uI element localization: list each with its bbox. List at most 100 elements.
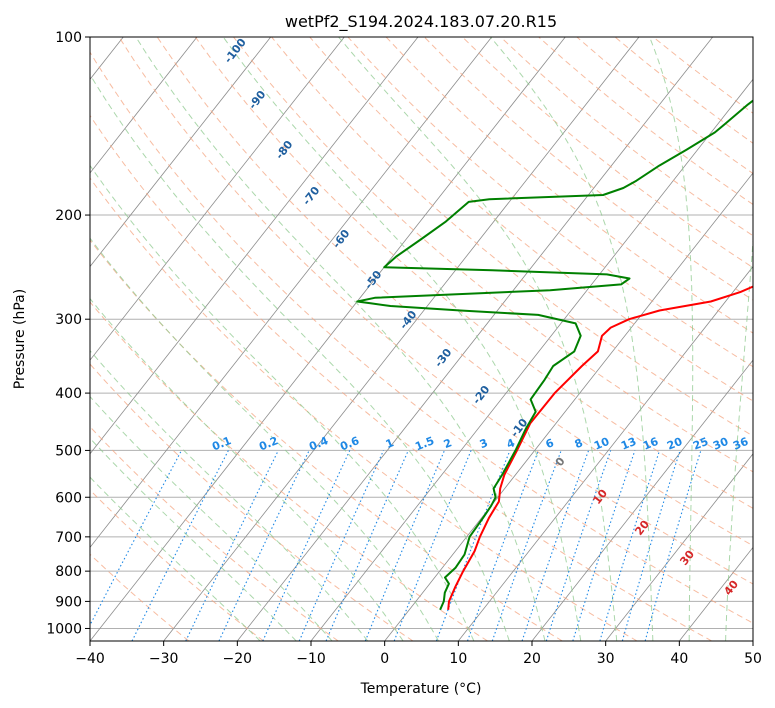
isotherm-line [90,37,198,174]
mixing-ratio-line [545,450,612,641]
dry-adiabat-line [652,37,753,114]
y-axis-label: Pressure (hPa) [12,289,28,389]
mixing-ratio-line [599,450,661,641]
x-tick-label: 30 [597,651,615,667]
dry-adiabat-line [233,37,753,473]
dry-adiabat-line [90,177,638,641]
dry-adiabat-line [462,37,753,269]
isotherm-line [752,640,753,641]
moist-adiabat-line [90,395,333,641]
mixing-ratio-label: 1 [384,436,396,451]
isotherm-line [163,37,640,641]
x-tick-label: −30 [149,651,179,667]
dewpoint-profile-line [356,99,753,611]
dry-adiabat-line [385,37,753,334]
mixing-ratio-label: 3 [478,436,490,451]
axes: −40 −30 −20 −10 0 10 20 30 40 50 100 200 300 400 500 60… [46,30,762,667]
mixing-ratio-label: 2 [442,436,454,451]
moist-adiabat-line [490,37,654,641]
x-tick-label: −20 [223,651,253,667]
mixing-ratio-line [262,450,351,641]
background-lines [90,37,753,641]
mixing-ratio-line [521,450,590,641]
isotherm-line [384,172,753,641]
moist-adiabat-line [649,37,694,641]
dry-adiabat-line [90,301,488,641]
dry-adiabat-line [90,363,414,641]
isotherm-line [90,37,419,455]
y-tick-label: 600 [55,490,82,506]
dry-adiabat-line [90,114,712,641]
isotherm-line [457,265,753,641]
mixing-ratio-line [325,450,409,641]
moist-adiabat-line [90,476,261,641]
dry-adiabat-line [271,37,753,437]
mixing-ratio-line [435,450,511,641]
x-tick-label: −40 [75,651,105,667]
moist-adiabat-line [90,164,475,641]
dry-adiabat-line [309,37,753,402]
isotherm-line [236,37,714,641]
moist-adiabat-label: -60 [330,227,353,251]
y-tick-label: 100 [55,30,82,46]
moist-adiabat-line [90,349,369,641]
x-tick-label: 0 [380,651,389,667]
mixing-ratio-line [364,450,446,641]
moist-adiabat-label: -80 [273,138,296,162]
mixing-ratio-line [90,450,182,627]
x-tick-label: 10 [449,651,467,667]
mixing-ratio-line [131,450,229,641]
mixing-ratio-label: 25 [691,435,710,453]
isotherm-line [90,37,566,641]
dry-adiabat-line [90,239,563,641]
mixing-ratio-label: 8 [573,436,585,451]
dry-adiabat-label: 10 [590,487,610,507]
dry-adiabat-label: 30 [677,548,697,568]
moist-adiabat-line [90,297,404,641]
mixing-ratio-label: 6 [544,436,556,451]
mixing-ratio-line [393,450,472,641]
isotherm-line [90,37,345,361]
y-tick-label: 700 [55,530,82,546]
mixing-ratio-line [466,450,540,641]
mixing-ratio-line [621,450,681,641]
moist-adiabat-line [222,37,582,641]
mixing-ratio-label: 10 [592,435,611,453]
y-tick-label: 900 [55,594,82,610]
y-tick-label: 300 [55,312,82,328]
moist-adiabat-line [135,37,546,641]
x-axis-label: Temperature (°C) [360,681,482,697]
mixing-ratio-label: 16 [641,435,660,453]
x-tick-label: 40 [670,651,688,667]
mixing-ratio-line [491,450,562,641]
mixing-ratio-label: 20 [665,435,684,453]
isotherm-line [605,453,753,641]
dry-adiabat-line [90,553,190,641]
mixing-ratio-label: 13 [619,435,638,453]
dry-adiabat-line [538,37,753,205]
x-tick-label: 50 [744,651,762,667]
y-tick-label: 1000 [46,621,82,637]
y-tick-label: 500 [55,443,82,459]
moist-adiabat-line [725,234,753,641]
dry-adiabat-line [194,37,753,509]
dry-adiabat-line [500,37,753,237]
y-tick-label: 200 [55,208,82,224]
isotherm-line [90,37,493,549]
series-layer [356,99,753,611]
moist-adiabat-label: -70 [300,184,323,208]
mixing-ratio-line [185,450,279,641]
temperature-profile-line [447,285,753,610]
dry-adiabat-line [90,51,753,624]
dry-adiabat-label: 40 [721,578,741,598]
moist-adiabat-line [338,37,618,641]
mixing-ratio-line [218,450,310,641]
dry-adiabat-line [118,37,753,585]
annotations: -100-90-80-70-60-50-40-30-20-10010203040… [210,37,750,598]
mixing-ratio-line [572,450,636,641]
mixing-ratio-line [644,450,702,641]
mixing-ratio-line [298,450,385,641]
mixing-ratio-label: 30 [711,435,730,453]
